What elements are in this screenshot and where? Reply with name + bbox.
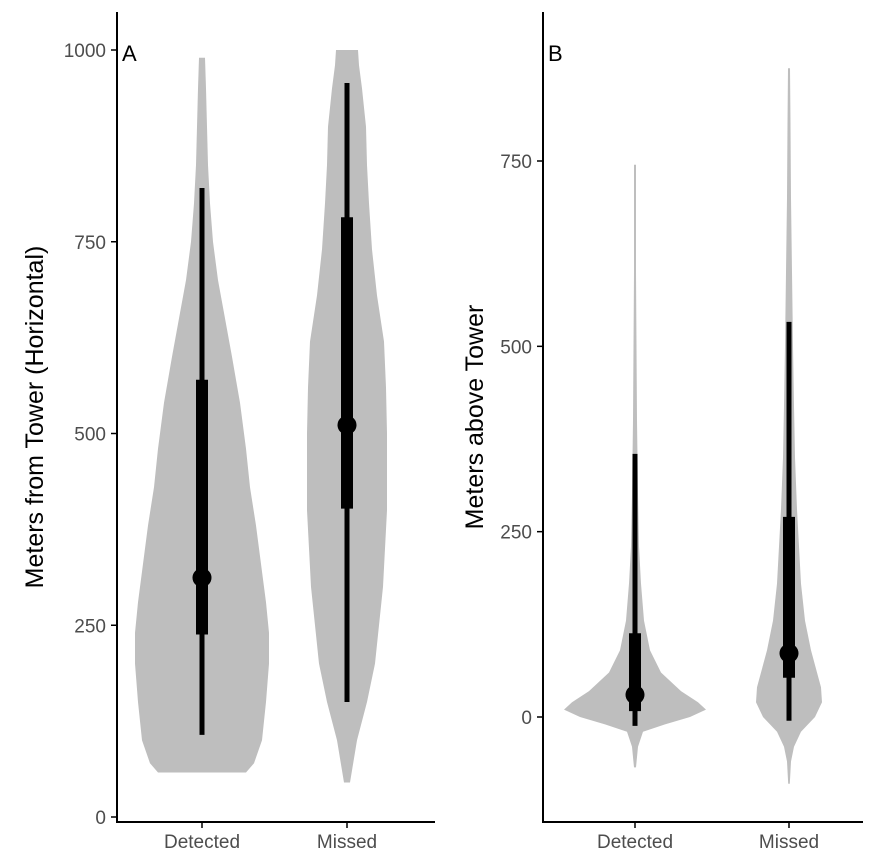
panel-a-violins [135, 50, 387, 783]
panel-a-y-axis-title: Meters from Tower (Horizontal) [21, 246, 49, 589]
panel-b-category-label: Detected [597, 832, 673, 849]
panel-b-y-tick-label: 0 [521, 708, 532, 729]
panel-b-median-point-detected [625, 685, 645, 705]
panel-a-y-tick-label: 750 [74, 233, 106, 254]
panel-b-category-label: Missed [759, 832, 819, 849]
panel-b: 0 250 500 750 Detected Missed B Meters above … [461, 12, 863, 849]
panel-b-label: B [548, 41, 563, 66]
panel-a-y-tick-label: 250 [74, 616, 106, 637]
panel-a-category-label: Detected [164, 832, 240, 849]
panel-a-median-point-detected [192, 568, 212, 588]
panel-a-y-tick-label: 500 [74, 425, 106, 446]
panel-a-median-point-missed [337, 415, 357, 435]
panel-b-axes: 0 250 500 750 Detected Missed [500, 12, 863, 849]
panel-a-category-label: Missed [317, 832, 377, 849]
panel-b-median-point-missed [779, 643, 799, 663]
panel-b-y-tick-label: 250 [500, 523, 532, 544]
panel-a-label: A [122, 41, 137, 66]
panel-b-y-axis-title: Meters above Tower [461, 305, 489, 530]
panel-b-y-tick-label: 750 [500, 152, 532, 173]
panel-b-violins [564, 68, 822, 784]
panel-a: 0 250 500 750 1000 Detected Missed A Meters fr… [21, 12, 435, 849]
panel-a-y-tick-label: 0 [95, 808, 106, 829]
panel-a-y-tick-label: 1000 [64, 41, 106, 62]
panel-b-y-tick-label: 500 [500, 337, 532, 358]
panel-a-axes: 0 250 500 750 1000 Detected Missed [64, 12, 435, 849]
